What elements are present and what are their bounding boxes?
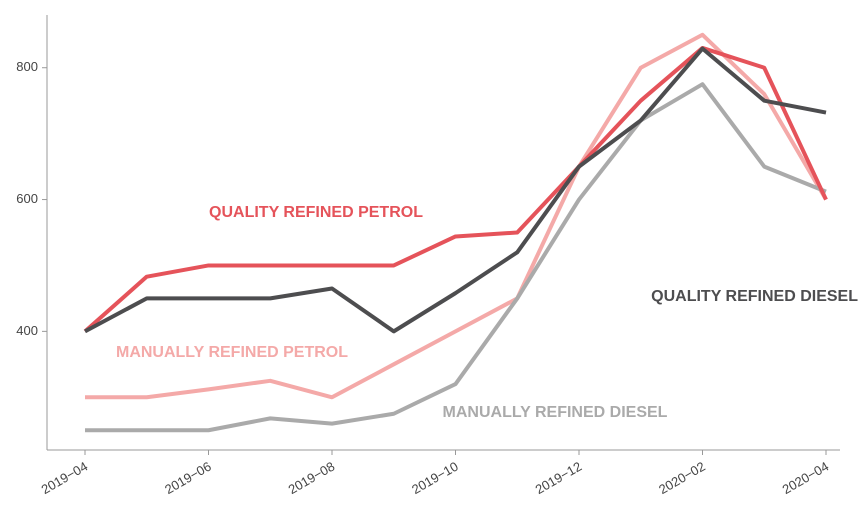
series-label: MANUALLY REFINED DIESEL (443, 404, 668, 421)
x-tick-label: 2020−04 (780, 459, 832, 497)
y-tick-label: 800 (16, 59, 38, 74)
x-tick-label: 2019−12 (533, 459, 585, 497)
series-label: QUALITY REFINED DIESEL (651, 288, 858, 305)
series-label: MANUALLY REFINED PETROL (116, 344, 348, 361)
series-label: QUALITY REFINED PETROL (209, 204, 423, 221)
y-tick-label: 600 (16, 191, 38, 206)
series-line (85, 32, 828, 400)
x-tick-label: 2020−02 (656, 459, 708, 497)
y-tick-label: 400 (16, 323, 38, 338)
x-tick-label: 2019−04 (39, 459, 91, 497)
series-line (84, 46, 827, 334)
series-line (85, 82, 827, 433)
x-tick-label: 2019−06 (162, 459, 214, 497)
x-tick-label: 2019−10 (409, 459, 461, 497)
x-tick-label: 2019−08 (286, 459, 338, 497)
